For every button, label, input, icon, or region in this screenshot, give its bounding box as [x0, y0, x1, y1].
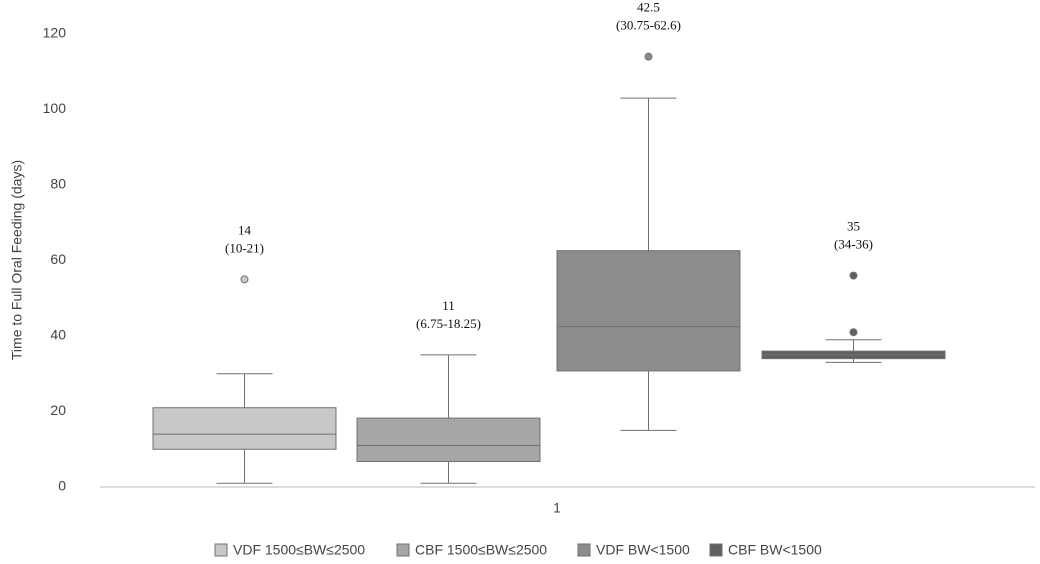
outlier — [849, 328, 858, 337]
legend-swatch — [214, 543, 228, 557]
legend-label: CBF BW<1500 — [728, 542, 822, 558]
y-tick-label: 80 — [50, 176, 66, 192]
annotation: (34-36) — [834, 237, 873, 252]
y-tick-label: 0 — [58, 478, 66, 494]
y-tick-label: 40 — [50, 327, 66, 343]
outlier — [644, 52, 653, 61]
annotation: 14 — [238, 222, 252, 237]
legend-label: VDF 1500≤BW≤2500 — [233, 542, 365, 558]
box — [152, 407, 337, 450]
legend-swatch — [396, 543, 410, 557]
outlier — [849, 271, 858, 280]
box — [356, 417, 541, 463]
annotation: 11 — [442, 298, 455, 313]
y-tick-label: 60 — [50, 251, 66, 267]
annotation: (10-21) — [225, 240, 264, 255]
y-tick-label: 100 — [43, 100, 67, 116]
y-tick-label: 20 — [50, 402, 66, 418]
annotation: (6.75-18.25) — [416, 316, 481, 331]
x-tick-label: 1 — [553, 500, 561, 516]
annotation: 35 — [847, 219, 860, 234]
annotation: 42.5 — [637, 0, 660, 15]
box — [556, 250, 741, 372]
legend-label: CBF 1500≤BW≤2500 — [415, 542, 547, 558]
legend-label: VDF BW<1500 — [596, 542, 690, 558]
legend-swatch — [709, 543, 723, 557]
legend-swatch — [577, 543, 591, 557]
y-tick-label: 120 — [43, 25, 67, 41]
y-axis-label: Time to Full Oral Feeding (days) — [9, 160, 25, 360]
outlier — [240, 275, 249, 284]
annotation: (30.75-62.6) — [616, 18, 681, 33]
